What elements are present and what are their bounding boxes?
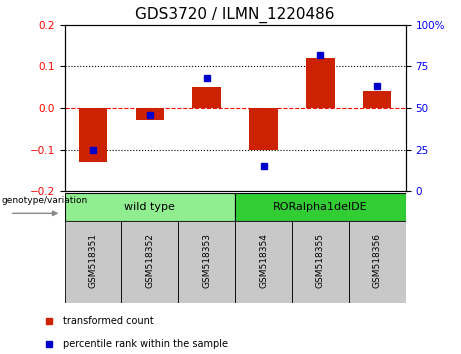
Bar — [65, 221, 121, 303]
Bar — [235, 193, 406, 221]
Bar — [349, 221, 406, 303]
Bar — [65, 193, 235, 221]
Text: RORalpha1delDE: RORalpha1delDE — [273, 202, 368, 212]
Text: GSM518352: GSM518352 — [145, 233, 154, 288]
Text: GSM518353: GSM518353 — [202, 233, 211, 288]
Text: GSM518355: GSM518355 — [316, 233, 325, 288]
Bar — [136, 108, 164, 120]
Bar — [193, 87, 221, 108]
Bar — [235, 221, 292, 303]
Bar — [249, 108, 278, 149]
Bar — [306, 58, 335, 108]
Text: transformed count: transformed count — [63, 316, 154, 326]
Text: genotype/variation: genotype/variation — [1, 195, 88, 205]
Text: GSM518356: GSM518356 — [373, 233, 382, 288]
Text: GSM518351: GSM518351 — [89, 233, 97, 288]
Bar — [79, 108, 107, 162]
Text: wild type: wild type — [124, 202, 175, 212]
Bar — [292, 221, 349, 303]
Bar — [363, 91, 391, 108]
Bar — [121, 221, 178, 303]
Text: percentile rank within the sample: percentile rank within the sample — [63, 339, 228, 349]
Text: GSM518354: GSM518354 — [259, 233, 268, 288]
Title: GDS3720 / ILMN_1220486: GDS3720 / ILMN_1220486 — [136, 7, 335, 23]
Bar — [178, 221, 235, 303]
